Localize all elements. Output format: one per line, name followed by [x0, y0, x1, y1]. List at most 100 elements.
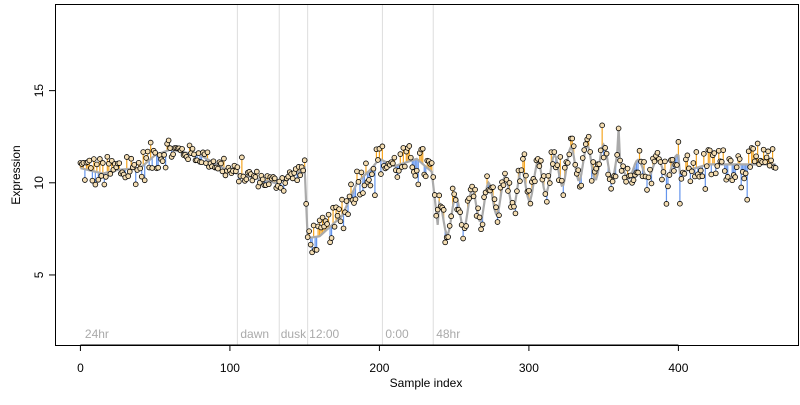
annotation-label: 24hr: [85, 327, 109, 341]
data-point: [623, 178, 629, 185]
data-point: [339, 196, 345, 203]
data-point: [481, 194, 487, 200]
data-point: [195, 150, 202, 156]
data-point: [147, 139, 154, 146]
data-point: [512, 210, 519, 217]
data-point: [422, 173, 429, 180]
data-point: [617, 157, 623, 164]
annotation-label: dusk: [281, 327, 307, 341]
plot-frame: [55, 4, 799, 346]
data-point: [738, 184, 744, 191]
data-point: [657, 159, 664, 165]
data-point: [566, 151, 573, 158]
data-point: [440, 207, 447, 213]
data-point: [733, 164, 740, 171]
data-point: [336, 206, 342, 212]
data-point: [430, 174, 437, 180]
data-point: [159, 158, 166, 164]
data-point: [659, 176, 665, 183]
x-tick-label: 100: [220, 361, 240, 375]
data-point: [98, 173, 105, 179]
data-point: [721, 168, 728, 174]
data-point: [144, 148, 151, 155]
data-point: [191, 151, 197, 158]
data-point: [732, 174, 739, 180]
data-point: [557, 154, 564, 160]
data-point: [518, 167, 525, 173]
data-point: [279, 175, 286, 181]
data-point: [367, 182, 374, 189]
data-point: [282, 180, 289, 186]
data-point: [753, 153, 759, 160]
data-point: [140, 149, 147, 155]
data-point: [375, 157, 381, 163]
data-point: [135, 159, 142, 166]
data-point: [690, 160, 697, 166]
data-point: [451, 191, 457, 197]
data-point: [378, 171, 384, 177]
data-point: [572, 161, 579, 168]
data-point: [149, 165, 155, 171]
data-point: [526, 187, 532, 194]
data-point: [651, 158, 658, 165]
data-point: [590, 159, 596, 165]
data-point: [575, 167, 582, 173]
data-point: [363, 160, 369, 167]
data-point: [547, 180, 553, 186]
x-tick-label: 400: [668, 361, 688, 375]
y-axis-label: Expression: [9, 145, 23, 204]
data-point: [762, 159, 768, 165]
data-point: [605, 171, 611, 178]
data-point: [324, 221, 330, 227]
data-point: [252, 174, 259, 180]
data-point: [397, 151, 404, 157]
data-point: [588, 178, 595, 184]
data-point: [355, 179, 362, 185]
data-point: [701, 151, 707, 157]
data-point: [505, 188, 511, 194]
data-point: [297, 172, 303, 179]
data-point: [560, 192, 567, 198]
data-point: [271, 175, 278, 182]
data-point: [391, 154, 398, 161]
data-point: [521, 151, 528, 157]
data-point: [185, 156, 191, 163]
x-tick-label: 300: [519, 361, 539, 375]
data-point: [415, 181, 422, 188]
data-point: [570, 143, 577, 149]
data-point: [215, 165, 221, 172]
data-point: [236, 178, 242, 185]
data-point: [331, 223, 338, 230]
data-point: [412, 172, 419, 179]
data-point: [620, 163, 626, 169]
data-point: [618, 168, 625, 174]
data-point: [360, 190, 366, 196]
data-point: [615, 125, 622, 132]
y-tick-label: 15: [32, 84, 46, 98]
data-point: [303, 201, 309, 207]
data-point: [222, 172, 229, 179]
data-point: [457, 209, 463, 216]
data-point: [699, 173, 706, 180]
data-point: [319, 214, 326, 221]
data-point: [100, 160, 106, 166]
data-point: [95, 176, 102, 183]
data-point: [532, 178, 538, 185]
data-point: [234, 164, 241, 170]
data-point: [693, 149, 700, 155]
data-point: [645, 174, 652, 181]
data-point: [715, 147, 722, 154]
data-point: [239, 154, 245, 161]
data-point: [433, 212, 440, 219]
data-point: [161, 152, 167, 158]
data-point: [107, 171, 114, 177]
data-point: [366, 177, 372, 183]
data-point: [681, 170, 688, 177]
data-point: [641, 159, 647, 165]
data-point: [372, 192, 378, 199]
data-point: [541, 173, 547, 179]
data-point: [289, 175, 296, 182]
data-point: [334, 212, 341, 219]
data-point: [345, 211, 351, 218]
data-point: [448, 213, 454, 220]
